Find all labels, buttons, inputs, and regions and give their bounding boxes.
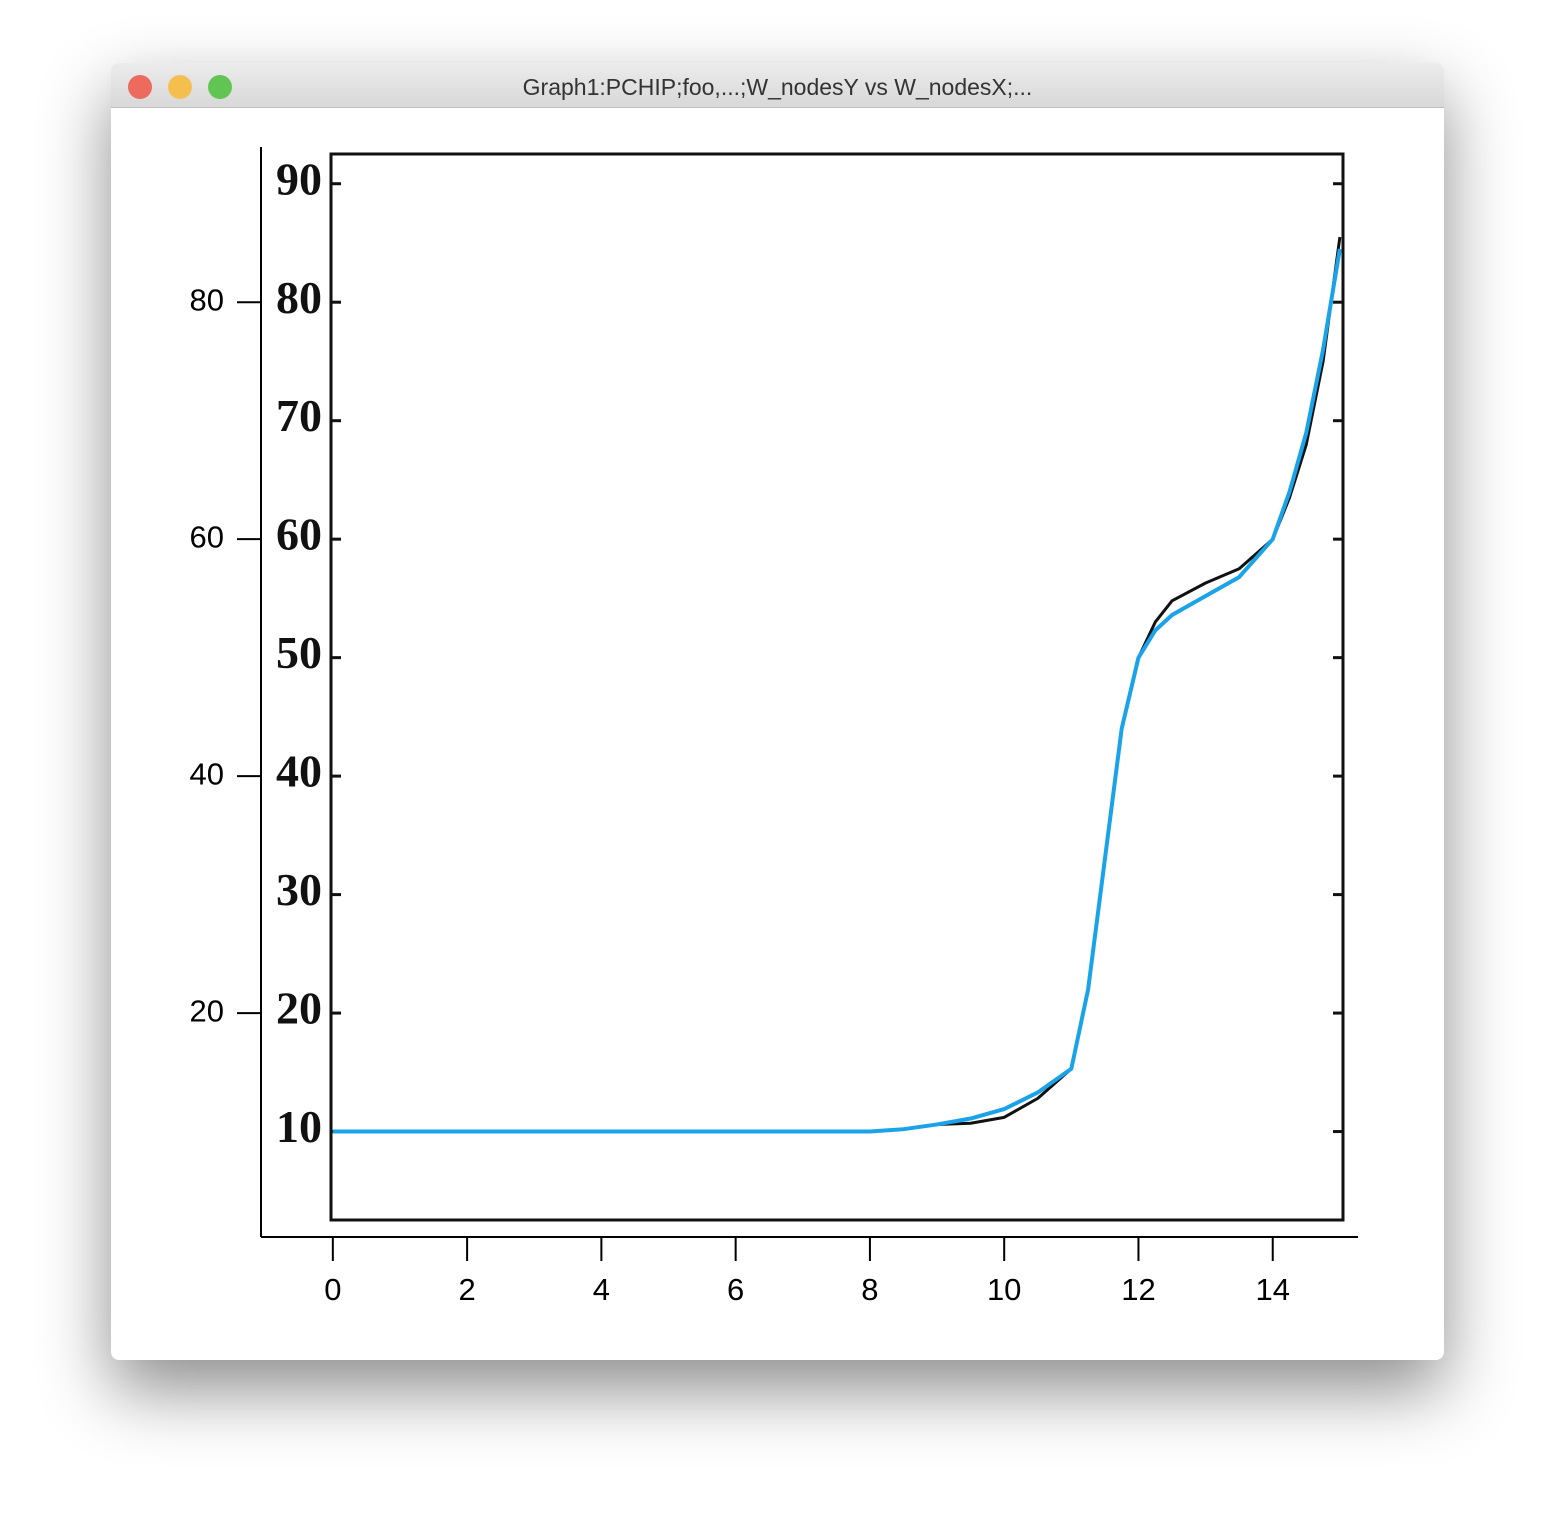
scan-tick-label: 70 — [276, 390, 322, 441]
scan-tick-label: 10 — [276, 1101, 322, 1152]
scan-tick-label: 20 — [276, 983, 322, 1034]
x-tick-label: 6 — [727, 1272, 744, 1307]
fit-curve — [332, 248, 1342, 1134]
x-tick-label: 14 — [1255, 1272, 1289, 1307]
x-tick-label: 0 — [324, 1272, 341, 1307]
y-tick-label: 60 — [190, 519, 224, 554]
scan-frame — [329, 152, 1345, 1222]
x-tick-label: 10 — [987, 1272, 1021, 1307]
zoom-button[interactable] — [208, 75, 232, 99]
minimize-button[interactable] — [168, 75, 192, 99]
scan-tick-label: 30 — [276, 864, 322, 915]
scan-tick-label: 40 — [276, 746, 322, 797]
title-bar: Graph1:PCHIP;foo,...;W_nodesY vs W_nodes… — [111, 63, 1444, 108]
y-tick-label: 20 — [190, 993, 224, 1028]
y-tick-label: 40 — [190, 756, 224, 791]
window-title: Graph1:PCHIP;foo,...;W_nodesY vs W_nodes… — [522, 74, 1033, 100]
scan-curve — [332, 236, 1342, 1134]
scan-tick-label: 60 — [276, 509, 322, 560]
x-tick-label: 8 — [861, 1272, 878, 1307]
window: Graph1:PCHIP;foo,...;W_nodesY vs W_nodes… — [111, 63, 1444, 1360]
scan-tick-label: 80 — [276, 272, 322, 323]
x-tick-label: 4 — [593, 1272, 610, 1307]
x-tick-label: 2 — [458, 1272, 475, 1307]
y-tick-label: 80 — [190, 282, 224, 317]
x-tick-label: 12 — [1121, 1272, 1155, 1307]
scan-tick-label: 90 — [276, 153, 322, 204]
close-button[interactable] — [128, 75, 152, 99]
scan-tick-label: 50 — [276, 627, 322, 678]
